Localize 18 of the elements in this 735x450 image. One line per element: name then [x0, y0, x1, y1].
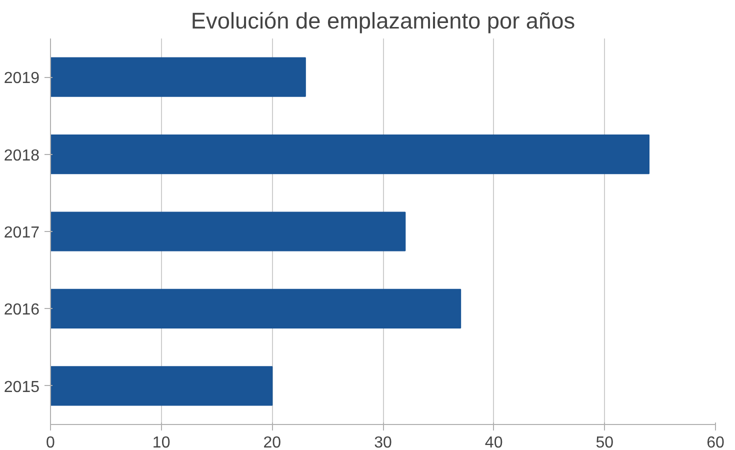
bar	[50, 212, 406, 252]
x-tick-label: 40	[484, 434, 503, 450]
bar	[50, 134, 650, 174]
y-tick-label: 2015	[4, 378, 40, 396]
y-tick-label: 2016	[4, 302, 40, 319]
x-tick-label: 50	[596, 434, 614, 450]
x-tick-label: 10	[152, 434, 170, 450]
x-tick-label: 20	[263, 434, 282, 450]
x-tick-label: 0	[46, 434, 56, 450]
x-tick-label: 30	[374, 434, 392, 450]
bar	[50, 288, 462, 328]
bar	[50, 57, 306, 97]
chart-title: Evolución de emplazamiento por años	[190, 8, 576, 34]
y-tick-label: 2018	[4, 147, 40, 164]
bar	[50, 366, 273, 406]
y-tick-label: 2019	[4, 70, 40, 88]
x-tick-label: 60	[706, 434, 724, 450]
y-tick-label: 2017	[4, 224, 40, 242]
